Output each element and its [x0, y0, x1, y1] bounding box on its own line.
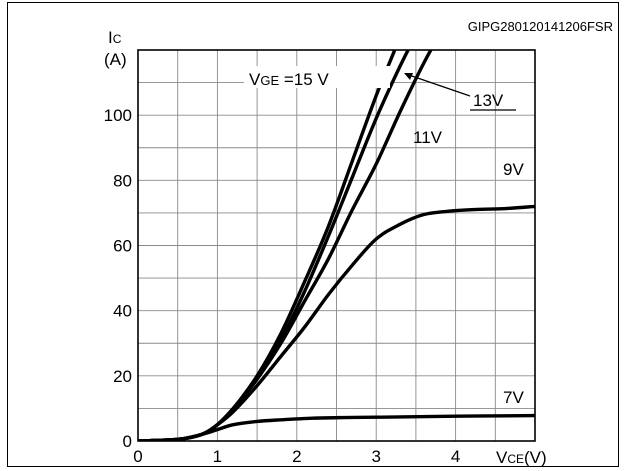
label-9v: 9V: [503, 160, 524, 179]
x-tick-label: 1: [213, 447, 222, 466]
series-line-9v: [138, 204, 535, 441]
annotation-arrowhead-13v: [404, 73, 413, 80]
x-tick-labels: 0 1 2 3 4: [133, 447, 460, 466]
chart-frame: 0 1 2 3 4 0 20 40 60 80 100 GIPG280120141206FSR I…: [7, 2, 619, 467]
y-tick-labels: 0 20 40 60 80 100: [104, 106, 132, 451]
x-tick-label: 2: [292, 447, 301, 466]
vge-label-backdrop: [244, 66, 390, 88]
y-tick-label: 0: [123, 432, 132, 451]
label-13v: 13V: [473, 91, 504, 110]
y-axis-unit: (A): [104, 50, 127, 69]
plot-border: [137, 49, 536, 442]
figure-id: GIPG280120141206FSR: [468, 19, 613, 34]
y-axis-label: IC: [108, 28, 122, 47]
y-tick-label: 20: [113, 367, 132, 386]
x-tick-label: 0: [133, 447, 142, 466]
curves: [138, 50, 535, 441]
y-tick-label: 100: [104, 106, 132, 125]
x-tick-label: 3: [371, 447, 380, 466]
label-7v: 7V: [503, 388, 524, 407]
series-line-7v: [138, 413, 535, 441]
y-tick-label: 60: [113, 237, 132, 256]
vge-label: VGE =15 V: [249, 70, 329, 89]
y-tick-label: 40: [113, 302, 132, 321]
y-tick-label: 80: [113, 171, 132, 190]
chart-svg: 0 1 2 3 4 0 20 40 60 80 100 GIPG280120141206FSR I…: [104, 19, 613, 467]
annotation-arrow-13v: [405, 73, 471, 97]
x-axis-label: VCE(V): [496, 448, 547, 467]
series-line-11v: [138, 50, 433, 441]
label-11v: 11V: [413, 128, 443, 147]
x-tick-label: 4: [451, 447, 460, 466]
